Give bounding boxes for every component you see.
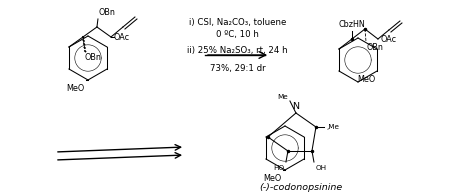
Text: OAc: OAc (381, 35, 397, 43)
Text: OAc: OAc (114, 32, 130, 41)
Text: ii) 25% Na₂SO₃, rt, 24 h: ii) 25% Na₂SO₃, rt, 24 h (187, 46, 288, 54)
Text: MeO: MeO (357, 75, 375, 84)
Text: OH: OH (316, 165, 327, 171)
Text: (-)-codonopsinine: (-)-codonopsinine (259, 183, 342, 192)
Text: ,Me: ,Me (326, 124, 339, 130)
Text: CbzHN: CbzHN (338, 20, 365, 29)
Text: OBn: OBn (85, 53, 102, 62)
Text: OBn: OBn (367, 43, 384, 52)
Text: MeO: MeO (264, 174, 282, 183)
Text: i) CSI, Na₂CO₃, toluene: i) CSI, Na₂CO₃, toluene (189, 18, 286, 26)
Text: 0 ºC, 10 h: 0 ºC, 10 h (216, 30, 259, 40)
Text: 73%, 29:1 dr: 73%, 29:1 dr (210, 63, 265, 73)
Text: MeO: MeO (67, 84, 85, 93)
Text: HO: HO (273, 165, 284, 171)
Text: N: N (292, 102, 300, 111)
Text: OBn: OBn (99, 8, 116, 17)
Text: Me: Me (277, 94, 288, 100)
